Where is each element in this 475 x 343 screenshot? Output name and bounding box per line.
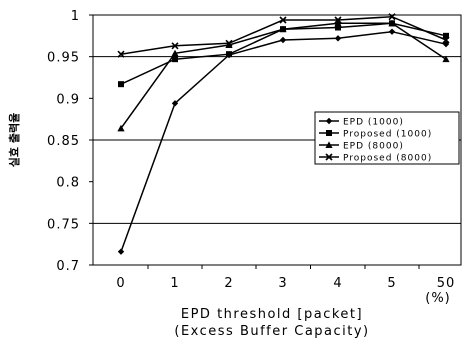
point-marker [335, 24, 341, 31]
point-marker [225, 41, 233, 48]
y-tick-label: 1 [71, 9, 80, 24]
point-marker [325, 153, 333, 161]
x-tick-label: 5 [387, 276, 396, 291]
point-marker [442, 55, 450, 63]
point-marker [443, 32, 449, 39]
x-tick-label: 1 [170, 276, 179, 291]
point-marker [171, 49, 179, 57]
point-marker [388, 13, 396, 21]
series [117, 19, 450, 132]
point-marker [225, 39, 233, 47]
x-axis-label: EPD threshold [packet] [181, 307, 363, 322]
y-tick-labels: 0.7 0.75 0.8 0.85 0.9 0.95 1 [47, 9, 93, 274]
point-marker [117, 124, 125, 132]
x-tick-label: 0 [116, 276, 125, 291]
legend-item: EPD (1000) [319, 117, 404, 128]
point-marker [388, 19, 396, 27]
point-marker [226, 51, 232, 58]
point-marker [172, 56, 178, 63]
legend-item: EPD (8000) [319, 141, 404, 152]
point-marker [326, 130, 332, 136]
series-lines [117, 13, 450, 255]
point-marker [171, 100, 179, 107]
point-marker [325, 141, 333, 148]
y-tick-label: 0.8 [56, 176, 80, 191]
point-marker [279, 16, 287, 24]
point-marker [442, 36, 450, 44]
legend-label: Proposed (1000) [343, 130, 432, 140]
x-tick-label: 2 [224, 276, 233, 291]
y-tick-label: 0.9 [56, 92, 80, 107]
x-axis-sublabel: (Excess Buffer Capacity) [174, 324, 369, 339]
legend: EPD (1000) Proposed (1000) EPD (8000) Propo… [314, 111, 460, 165]
point-marker [279, 25, 287, 33]
x-tick-label: 4 [333, 276, 342, 291]
point-marker [171, 42, 179, 50]
x-tick-label: 3 [278, 276, 287, 291]
legend-label: Proposed (8000) [343, 154, 432, 164]
legend-label: EPD (1000) [343, 118, 404, 128]
point-marker [334, 19, 342, 27]
series [117, 13, 450, 58]
y-tick-label: 0.95 [47, 51, 80, 66]
y-tick-label: 0.75 [47, 217, 80, 232]
y-tick-label: 0.7 [56, 259, 80, 274]
legend-item: Proposed (8000) [319, 153, 432, 164]
point-marker [117, 50, 125, 58]
point-marker [279, 36, 287, 44]
legend-label: EPD (8000) [343, 142, 404, 152]
point-marker [118, 81, 124, 88]
point-marker [442, 40, 450, 48]
y-tick-label: 0.85 [47, 134, 80, 149]
y-axis-label: 실효 출력율 [7, 113, 21, 167]
point-marker [325, 117, 333, 125]
x-tick-labels: 0 1 2 3 4 5 50 [116, 265, 456, 291]
x-tick-label: 50 [437, 276, 456, 291]
legend-item: Proposed (1000) [319, 130, 432, 140]
point-marker [334, 35, 342, 42]
point-marker [117, 248, 125, 255]
series [117, 28, 450, 255]
point-marker [388, 28, 396, 35]
point-marker [334, 16, 342, 24]
x-unit-label: (%) [425, 291, 451, 306]
